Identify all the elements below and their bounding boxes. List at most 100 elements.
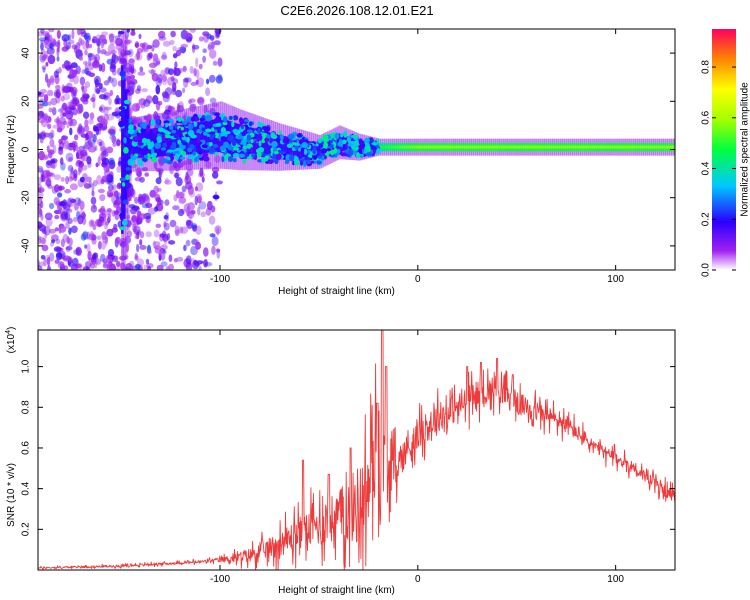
spectrogram-cell bbox=[115, 260, 121, 268]
spectrogram-cell bbox=[185, 219, 192, 226]
spectrogram-cell bbox=[63, 120, 67, 125]
snr-x-tick-label: -100 bbox=[210, 574, 230, 585]
spectrogram-cell bbox=[40, 154, 48, 161]
spectrogram-cell bbox=[79, 76, 86, 86]
spectrogram-cell bbox=[197, 97, 204, 104]
spectrogram-cell bbox=[119, 212, 125, 219]
spectrogram-cell bbox=[99, 34, 107, 41]
spectrogram-cell bbox=[68, 157, 73, 162]
snr-y-tick-label: 0.8 bbox=[21, 400, 32, 414]
spectrogram-cell bbox=[619, 145, 623, 149]
spectrogram-cell bbox=[240, 124, 245, 130]
spectrogram-cell bbox=[320, 148, 327, 154]
spectrogram-cell bbox=[232, 115, 239, 121]
spectrogram-cell bbox=[44, 73, 49, 83]
spectrogram-cell bbox=[211, 166, 220, 173]
spectrogram-cell bbox=[72, 108, 78, 116]
spectrogram-cell bbox=[63, 265, 69, 270]
spectrogram-cell bbox=[119, 70, 126, 77]
spectrogram-cell bbox=[113, 210, 119, 215]
spectrogram-cell bbox=[93, 75, 101, 86]
spectrogram-cell bbox=[86, 155, 92, 165]
spectrogram-cell bbox=[75, 246, 82, 256]
spectrogram-cell bbox=[134, 252, 139, 260]
spectrogram-cell bbox=[180, 126, 184, 131]
snr-y-tick-label: 0.6 bbox=[21, 441, 32, 455]
spectrogram-cell bbox=[66, 203, 71, 212]
spectrogram-cell bbox=[175, 189, 180, 199]
spectrogram-cell bbox=[246, 156, 253, 160]
spectrogram-cell bbox=[304, 157, 311, 161]
spectrogram-cell bbox=[39, 261, 45, 267]
spectrogram-cell bbox=[483, 145, 486, 149]
spectrogram-cell bbox=[187, 185, 194, 195]
spectrogram-cell bbox=[201, 144, 208, 149]
spectrogram-cell bbox=[203, 247, 209, 257]
spectrogram-cell bbox=[98, 141, 103, 147]
spectrogram-cell bbox=[124, 236, 132, 244]
spectrogram-cell bbox=[98, 94, 107, 100]
spectrogram-cell bbox=[180, 124, 183, 156]
spectrogram-cell bbox=[139, 231, 145, 239]
spectrogram-cell bbox=[155, 119, 161, 125]
spectrogram-cell bbox=[520, 145, 524, 149]
snr-x-ticks: -100 0 100 bbox=[210, 330, 624, 585]
spectrogram-cell bbox=[160, 54, 168, 61]
spectrogram-cell bbox=[279, 135, 282, 159]
spectrogram-cell bbox=[124, 207, 129, 214]
spectrogram-cell bbox=[353, 140, 360, 147]
spectrogram-cell bbox=[139, 66, 144, 72]
spectrogram-cell bbox=[498, 145, 502, 149]
spectrogram-cell bbox=[326, 148, 332, 152]
spectrogram-cell bbox=[162, 73, 167, 82]
spectrogram-cell bbox=[228, 115, 233, 120]
spectrogram-cell bbox=[560, 145, 563, 149]
spectrogram-cell bbox=[99, 194, 106, 202]
spectrogram-cell bbox=[151, 72, 159, 82]
spectrogram-cell bbox=[116, 165, 122, 173]
spectrogram-cell bbox=[217, 57, 223, 67]
spectrogram-cell bbox=[281, 145, 286, 152]
spectrogram-cell bbox=[278, 130, 282, 135]
spectrogram-cell bbox=[123, 137, 127, 144]
spectrogram-cell bbox=[54, 259, 59, 264]
spectrogram-cell bbox=[147, 249, 153, 255]
spectrogram-cell bbox=[61, 135, 68, 141]
spectrogram-cell bbox=[109, 89, 114, 97]
spectrogram-cell bbox=[196, 137, 201, 144]
spectrogram-cell bbox=[169, 39, 175, 46]
spectrogram-cell bbox=[209, 97, 217, 104]
spectrogram-y-ticks: -40 -20 0 20 40 bbox=[21, 47, 675, 253]
spectrogram-cell bbox=[257, 121, 262, 128]
spectrogram-cell bbox=[155, 223, 162, 228]
spectrogram-cell bbox=[131, 155, 137, 161]
spectrogram-cell bbox=[205, 87, 211, 96]
spectrogram-cell bbox=[117, 160, 122, 167]
spectrogram-cell bbox=[186, 116, 192, 122]
spectrogram-cell bbox=[200, 121, 203, 154]
spectrogram-cell bbox=[195, 69, 200, 79]
spectrogram-cell bbox=[157, 200, 161, 207]
spectrogram-cell bbox=[73, 202, 79, 211]
spectrogram-cell bbox=[39, 208, 43, 216]
spectrogram-cell bbox=[333, 147, 338, 154]
spectrogram-cell bbox=[576, 145, 579, 149]
snr-y-ticks: 0.2 0.4 0.6 0.8 1.0 bbox=[21, 359, 675, 536]
spectrogram-cell bbox=[469, 145, 472, 149]
spectrogram-cell bbox=[205, 114, 212, 122]
spectrogram-cell bbox=[58, 67, 62, 74]
spectrogram-y-label: Frequency (Hz) bbox=[6, 115, 17, 184]
spectrogram-cell bbox=[152, 127, 158, 135]
spectrogram-cell bbox=[183, 34, 189, 40]
spectrogram-cell bbox=[192, 260, 200, 270]
spectrogram-cell bbox=[224, 125, 231, 130]
spectrogram-cell bbox=[84, 49, 88, 56]
spectrogram-cell bbox=[88, 44, 93, 49]
spectrogram-cell bbox=[38, 196, 43, 206]
spectrogram-cell bbox=[198, 201, 207, 210]
spectrogram-cell bbox=[81, 211, 86, 221]
spectrogram-cell bbox=[137, 160, 144, 167]
spectrogram-cell bbox=[277, 134, 280, 159]
spectrogram-cell bbox=[330, 149, 335, 156]
spectrogram-cell bbox=[175, 49, 181, 57]
